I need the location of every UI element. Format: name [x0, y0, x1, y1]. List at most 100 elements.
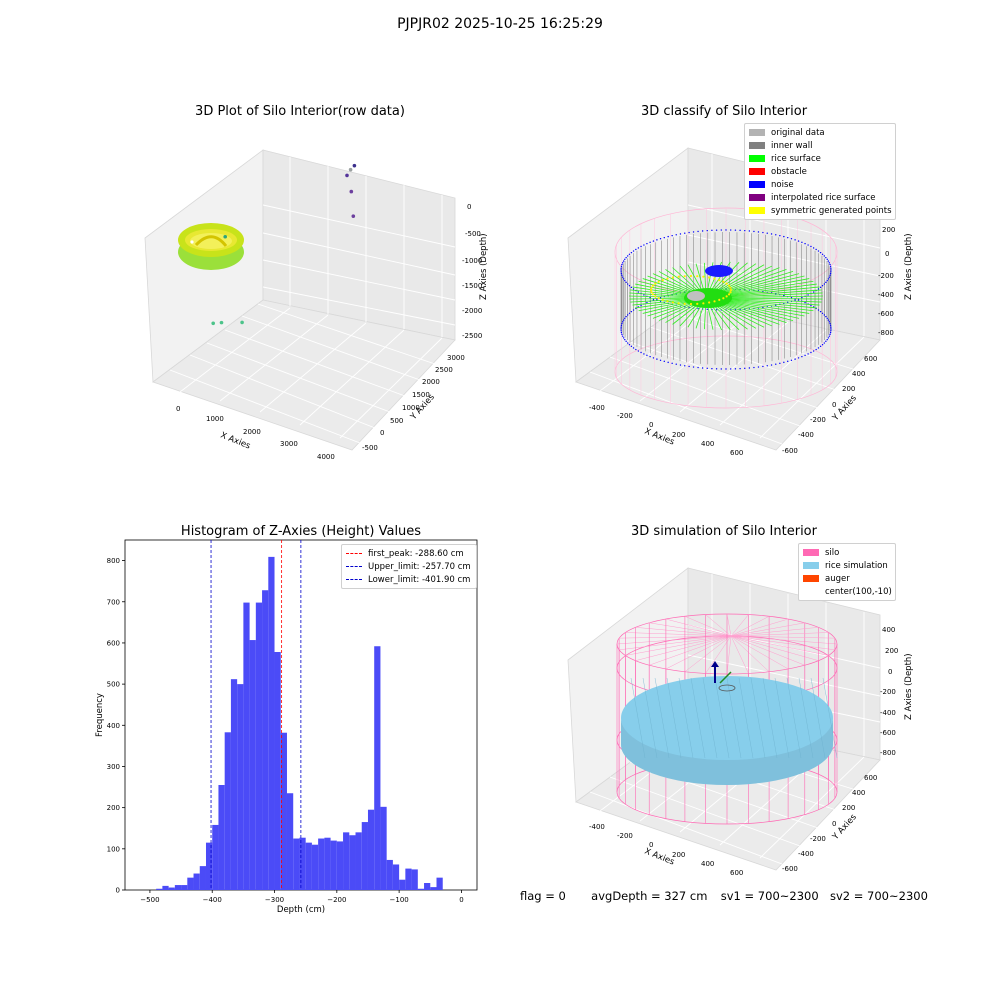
panel2-noise-point	[829, 322, 831, 325]
panel4-rice-grid	[786, 677, 802, 759]
panel2-noise-point	[622, 319, 625, 321]
histogram-bar	[417, 888, 425, 890]
panel2-noise-point	[637, 350, 640, 352]
panel1-x-tick: 2000	[243, 428, 261, 436]
panel4-silo-roof-wire	[730, 635, 749, 674]
panel2-noise-point	[817, 309, 820, 311]
panel2-noise-point	[827, 337, 830, 339]
panel2-symmetric-point	[654, 282, 657, 285]
legend-label: first_peak: -288.60 cm	[368, 548, 464, 559]
panel2-noise-point	[697, 366, 699, 369]
histogram-bar	[174, 885, 182, 890]
panel2-noise-point	[762, 365, 764, 368]
panel2-noise-point	[688, 365, 690, 368]
panel2-noise-point	[787, 236, 789, 239]
panel2-noise-point	[643, 353, 645, 355]
panel4-y-tick: 600	[864, 774, 877, 782]
panel2-symmetric-point	[677, 302, 680, 305]
panel4-y-tick: 0	[832, 820, 836, 828]
panel2-z-tick: -800	[878, 329, 894, 337]
panel2-noise-point	[659, 238, 662, 240]
panel2-noise-point	[720, 229, 722, 231]
legend-swatch	[803, 549, 819, 556]
panel4-z-tick: -200	[880, 688, 896, 696]
panel2-symmetric-point	[713, 300, 716, 303]
panel2-noise-point	[739, 229, 741, 232]
histogram-bar	[205, 842, 213, 890]
panel2-noise-point	[637, 291, 640, 293]
panel4-x-tick: -400	[589, 823, 605, 831]
panel2-noise-point	[624, 338, 626, 341]
panel4-center-arrowhead	[711, 661, 719, 667]
panel2-noise-point	[823, 314, 826, 316]
panel2-noise-point	[821, 253, 824, 255]
panel4-silo-roof-wire	[635, 627, 732, 637]
panel2-noise-point	[807, 244, 809, 246]
legend-label: rice surface	[771, 153, 821, 164]
legend-item-rice-surface: rice surface	[749, 152, 891, 165]
panel2-noise-cluster	[705, 265, 733, 277]
panel2-noise-point	[720, 368, 722, 370]
histogram-bar	[386, 859, 393, 890]
legend-swatch	[803, 562, 819, 569]
histogram-bar	[249, 640, 256, 890]
legend-item-silo: silo	[803, 546, 891, 559]
panel2-noise-point	[701, 230, 704, 232]
panel2-noise-point	[779, 234, 781, 237]
panel2-z-label: Z Axies (Depth)	[904, 233, 914, 300]
panel1-z-tick: -1000	[462, 257, 482, 265]
panel4-silo-roof-wire	[730, 614, 749, 637]
panel2-noise-point	[753, 230, 755, 233]
panel2-symmetric-point	[729, 288, 733, 292]
histogram-y-tick-label: 500	[107, 681, 120, 689]
panel4-rice-grid	[690, 677, 706, 759]
panel2-noise-point	[621, 262, 624, 264]
panel2-x-tick: -400	[589, 404, 605, 412]
panel2-symmetric-point	[696, 302, 699, 305]
panel2-noise-point	[622, 278, 625, 280]
panel1-z-tick: 0	[467, 203, 471, 211]
panel2-noise-point	[621, 322, 623, 325]
histogram-y-tick-label: 300	[107, 763, 120, 771]
histogram-bar	[424, 883, 431, 890]
panel2-noise-point	[711, 367, 713, 370]
panel2-symmetric-point	[689, 302, 693, 306]
histogram-x-tick-label: −300	[265, 896, 284, 904]
panel2-noise-point	[739, 367, 741, 370]
panel2-noise-point	[626, 342, 629, 344]
legend-label: center(100,-10)	[825, 586, 892, 597]
panel2-noise-point	[692, 366, 695, 368]
panel4-y-tick: -400	[798, 850, 814, 858]
panel2-noise-point	[815, 348, 817, 351]
panel4-y-ticks: -600 -400 -200 0 200 400 600	[782, 774, 877, 873]
histogram-bar	[318, 838, 325, 890]
panel2-noise-point	[671, 362, 673, 365]
panel4-y-tick: 400	[852, 789, 865, 797]
panel2-noise-point	[625, 315, 627, 318]
panel2-noise-point	[829, 263, 831, 266]
panel4-silo-roof-wire	[730, 616, 770, 637]
panel1-x-tick: 0	[176, 405, 180, 413]
panel2-noise-point	[706, 308, 708, 311]
panel2-noise-point	[829, 272, 832, 275]
legend-item-interpolated: interpolated rice surface	[749, 191, 891, 204]
panel4-silo-roof-wire	[730, 618, 789, 637]
panel2-noise-point	[621, 263, 623, 266]
panel2-symmetric-point	[651, 293, 655, 296]
panel2-noise-point	[812, 247, 815, 249]
panel4-rice-grid	[678, 677, 694, 759]
panel2-noise-point	[790, 238, 793, 240]
panel4-rice-grid	[702, 677, 718, 759]
histogram-bar	[187, 877, 194, 890]
panel2-symmetric-point	[666, 277, 669, 280]
panel2-noise-point	[827, 278, 830, 280]
histogram-bar	[224, 732, 231, 890]
panel2-noise-point	[626, 314, 629, 316]
panel4-silo-roof-wire	[730, 635, 789, 670]
panel2-grid	[589, 154, 881, 445]
panel2-symmetric-point	[657, 297, 660, 300]
panel2-noise-point	[620, 328, 622, 330]
panel2-noise-point	[810, 245, 812, 248]
panel2-noise-point	[826, 279, 828, 282]
panel4-auger	[718, 684, 736, 692]
